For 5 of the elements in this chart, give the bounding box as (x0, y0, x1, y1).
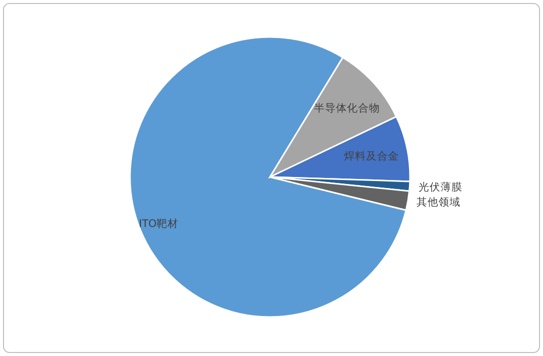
slice-label: 光伏薄膜 (418, 180, 462, 194)
slice-label: 焊料及合金 (344, 150, 399, 163)
slice-label: 其他领域 (416, 196, 460, 209)
slice-label: ITO靶材 (138, 217, 179, 230)
slice-label: 半导体化合物 (314, 102, 380, 115)
